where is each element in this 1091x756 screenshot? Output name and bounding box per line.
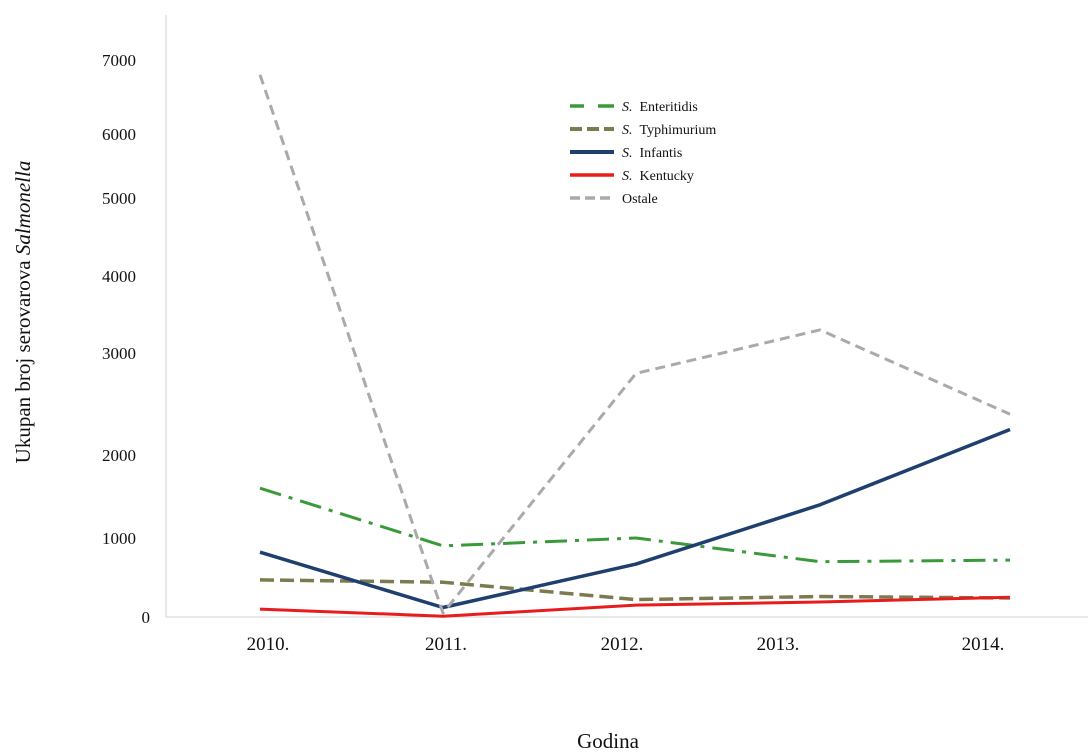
x-tick-label: 2010. <box>247 634 290 655</box>
y-tick-label: 4000 <box>102 267 136 286</box>
y-tick-label: 2000 <box>102 446 136 465</box>
y-tick-label: 1000 <box>102 529 136 548</box>
legend-series-name: Infantis <box>640 146 683 161</box>
legend-prefix: S. <box>622 146 640 161</box>
legend-label-infantis: S. Infantis <box>622 146 682 161</box>
legend-prefix: S. <box>622 100 640 115</box>
y-tick-labels: 0 1000 2000 3000 4000 5000 6000 7000 <box>102 51 150 627</box>
series-line-kentucky <box>259 595 1011 618</box>
series-lines <box>258 74 1011 618</box>
legend-prefix: S. <box>622 169 640 184</box>
y-axis-title-italic: Salmonella <box>11 161 35 256</box>
legend-prefix: S. <box>622 123 640 138</box>
legend-label-typhimurium: S. Typhimurium <box>622 123 716 138</box>
y-tick-label: 7000 <box>102 51 136 70</box>
x-tick-label: 2014. <box>962 634 1005 655</box>
y-tick-label: 6000 <box>102 125 136 144</box>
x-tick-label: 2013. <box>757 634 800 655</box>
legend-label-kentucky: S. Kentucky <box>622 169 694 184</box>
y-axis-title: Ukupan broj serovarova Salmonella <box>11 161 35 464</box>
legend-label-ostale: Ostale <box>622 192 658 207</box>
x-axis-title: Godina <box>577 729 640 753</box>
x-tick-label: 2012. <box>601 634 644 655</box>
x-tick-label: 2011. <box>425 634 467 655</box>
legend-series-name: Typhimurium <box>640 123 717 138</box>
chart-axes <box>165 15 1088 618</box>
legend-series-name: Ostale <box>622 192 658 207</box>
series-line-typhimurium <box>259 578 1011 602</box>
legend-series-name: Enteritidis <box>640 100 698 115</box>
series-line-enteritidis <box>259 486 1011 564</box>
legend-label-enteritidis: S. Enteritidis <box>622 100 698 115</box>
y-tick-label: 5000 <box>102 189 136 208</box>
y-tick-label: 0 <box>142 608 151 627</box>
y-axis-title-text: Ukupan broj serovarova <box>11 255 35 463</box>
legend-series-name: Kentucky <box>640 169 694 184</box>
y-tick-label: 3000 <box>102 344 136 363</box>
x-tick-labels: 2010. 2011. 2012. 2013. 2014. <box>247 634 1005 655</box>
